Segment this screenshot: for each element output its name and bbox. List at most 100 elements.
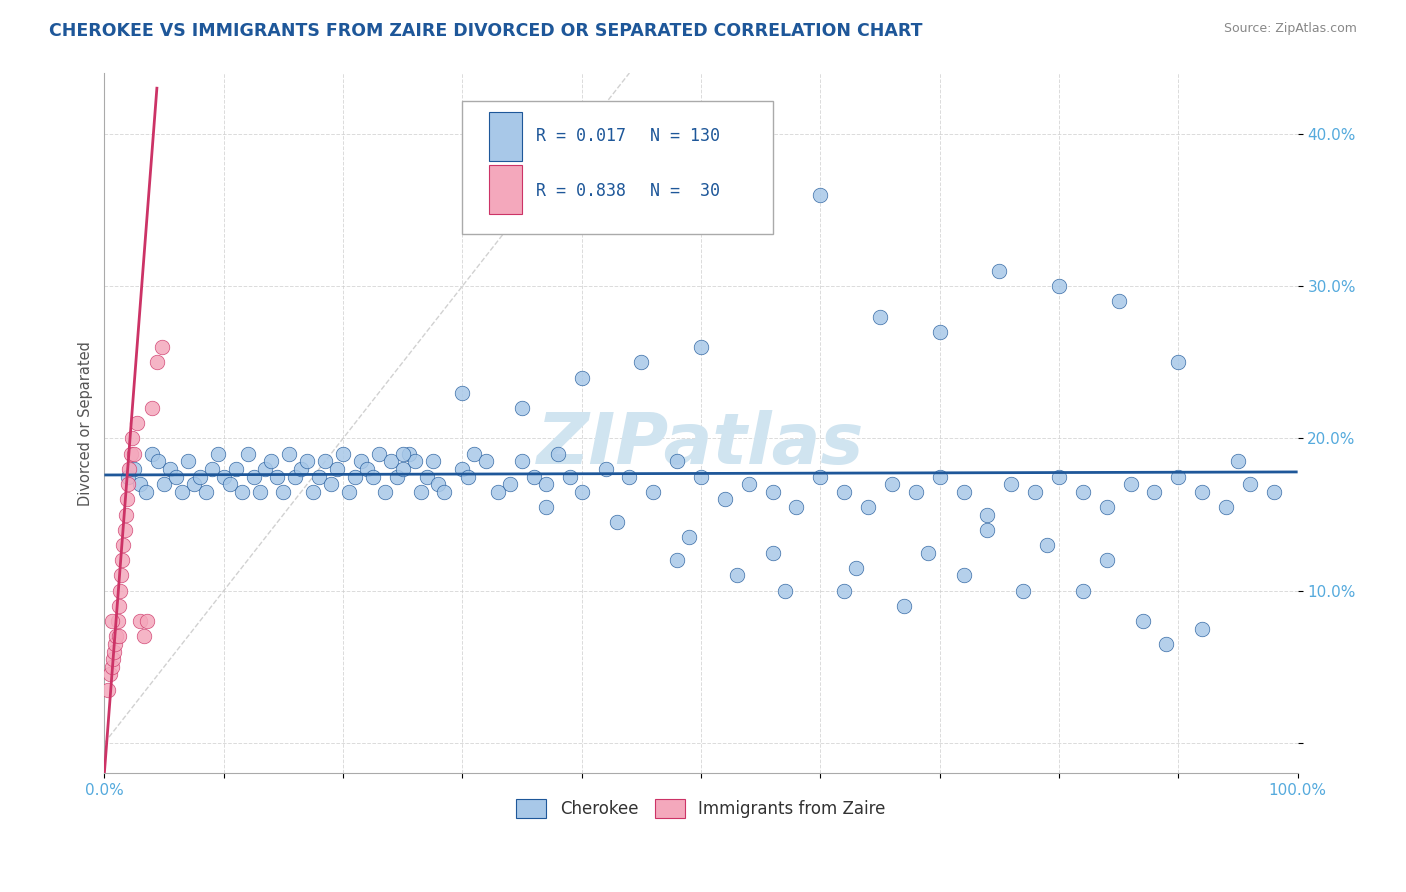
Point <box>1226 454 1249 468</box>
Point <box>988 264 1011 278</box>
Point <box>917 546 939 560</box>
Point <box>107 614 129 628</box>
Point <box>183 477 205 491</box>
Point <box>100 660 122 674</box>
Point <box>606 515 628 529</box>
Point <box>558 469 581 483</box>
Point <box>391 447 413 461</box>
Point <box>808 187 831 202</box>
Point <box>146 355 169 369</box>
Point <box>284 469 307 483</box>
Point <box>457 469 479 483</box>
Point <box>451 462 474 476</box>
Point <box>150 340 173 354</box>
Point <box>380 454 402 468</box>
Text: ZIPatlas: ZIPatlas <box>537 409 865 479</box>
Point <box>146 454 169 468</box>
Point <box>103 645 125 659</box>
Point <box>356 462 378 476</box>
Point <box>749 202 772 217</box>
Point <box>177 454 200 468</box>
Point <box>1156 637 1178 651</box>
Point <box>714 492 737 507</box>
Point <box>523 469 546 483</box>
Point <box>350 454 373 468</box>
Point <box>105 629 128 643</box>
Point <box>762 484 785 499</box>
Point <box>738 477 761 491</box>
Point <box>314 454 336 468</box>
Point <box>690 469 713 483</box>
Point <box>928 469 950 483</box>
Point <box>1071 583 1094 598</box>
Point <box>976 523 998 537</box>
Point <box>856 500 879 514</box>
Point <box>630 355 652 369</box>
Point <box>110 568 132 582</box>
Point <box>141 401 163 415</box>
Point <box>762 546 785 560</box>
Point <box>165 469 187 483</box>
Point <box>510 454 533 468</box>
Point <box>547 447 569 461</box>
Point <box>302 484 325 499</box>
Point <box>976 508 998 522</box>
Point <box>326 462 349 476</box>
Point <box>1263 484 1285 499</box>
Point <box>1047 469 1070 483</box>
Point <box>422 454 444 468</box>
FancyBboxPatch shape <box>489 112 522 161</box>
Point <box>832 484 855 499</box>
Point <box>249 484 271 499</box>
Point <box>254 462 277 476</box>
Point <box>122 462 145 476</box>
Point <box>1132 614 1154 628</box>
Point <box>463 447 485 461</box>
Point <box>666 553 689 567</box>
Point <box>773 583 796 598</box>
Point <box>153 477 176 491</box>
Point <box>1012 583 1035 598</box>
Point <box>332 447 354 461</box>
Point <box>725 568 748 582</box>
Point <box>273 484 295 499</box>
Point <box>1239 477 1261 491</box>
Point <box>278 447 301 461</box>
Point <box>880 477 903 491</box>
Point <box>1167 355 1189 369</box>
Point <box>415 469 437 483</box>
Point <box>398 447 420 461</box>
Point <box>218 477 240 491</box>
Point <box>1036 538 1059 552</box>
Point <box>1215 500 1237 514</box>
Text: CHEROKEE VS IMMIGRANTS FROM ZAIRE DIVORCED OR SEPARATED CORRELATION CHART: CHEROKEE VS IMMIGRANTS FROM ZAIRE DIVORC… <box>49 22 922 40</box>
Point <box>595 462 617 476</box>
Point <box>115 492 138 507</box>
Point <box>98 667 121 681</box>
Point <box>1095 553 1118 567</box>
Point <box>115 508 138 522</box>
Point <box>107 629 129 643</box>
Point <box>236 447 259 461</box>
Y-axis label: Divorced or Separated: Divorced or Separated <box>79 341 93 506</box>
Point <box>117 469 139 483</box>
Point <box>486 484 509 499</box>
Point <box>475 454 498 468</box>
Point <box>97 682 120 697</box>
Point <box>928 325 950 339</box>
Point <box>374 484 396 499</box>
Point <box>433 484 456 499</box>
Point <box>385 469 408 483</box>
Point <box>170 484 193 499</box>
Point <box>1000 477 1022 491</box>
Point <box>534 500 557 514</box>
Point <box>785 500 807 514</box>
Point <box>427 477 450 491</box>
Point <box>1071 484 1094 499</box>
FancyBboxPatch shape <box>489 165 522 214</box>
Point <box>1095 500 1118 514</box>
Point <box>1024 484 1046 499</box>
Point <box>121 432 143 446</box>
Point <box>1191 622 1213 636</box>
Point <box>337 484 360 499</box>
